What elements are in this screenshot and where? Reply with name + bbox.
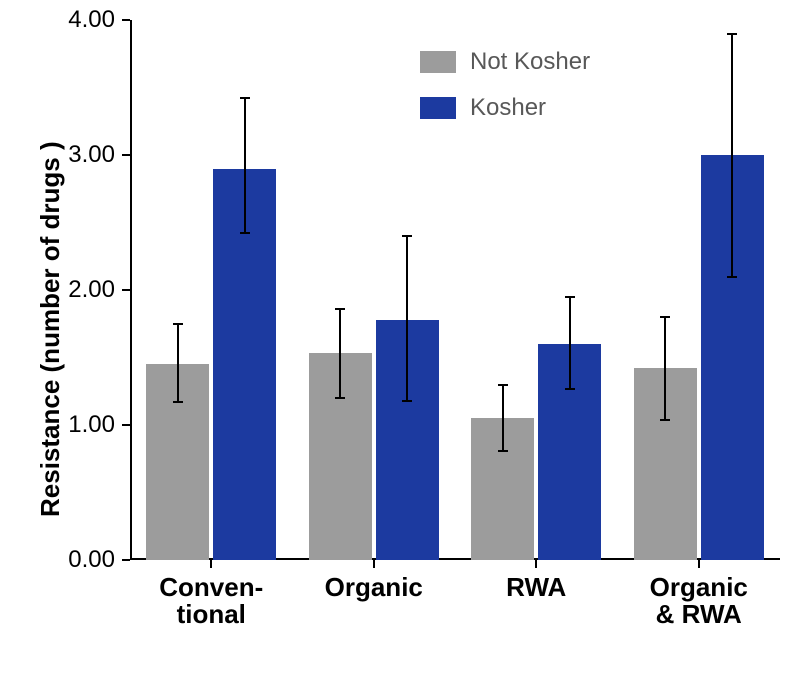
y-axis-label: Resistance (number of drugs ) xyxy=(35,141,66,517)
error-bar xyxy=(502,385,504,451)
x-tick xyxy=(698,560,700,568)
error-cap xyxy=(498,384,508,386)
x-tick-label: Organic xyxy=(293,574,456,601)
legend-label: Not Kosher xyxy=(470,48,590,76)
y-tick-label: 0.00 xyxy=(55,546,115,574)
legend-label: Kosher xyxy=(470,94,546,122)
y-tick xyxy=(122,154,130,156)
error-bar xyxy=(244,98,246,233)
error-bar xyxy=(177,324,179,402)
x-tick-label: Organic & RWA xyxy=(618,574,781,629)
legend-item: Not Kosher xyxy=(420,48,590,76)
error-cap xyxy=(173,323,183,325)
legend-swatch xyxy=(420,97,456,119)
error-cap xyxy=(335,308,345,310)
x-tick-label: RWA xyxy=(455,574,618,601)
error-cap xyxy=(173,401,183,403)
error-bar xyxy=(569,297,571,389)
error-cap xyxy=(727,276,737,278)
error-cap xyxy=(335,397,345,399)
error-cap xyxy=(240,232,250,234)
error-cap xyxy=(402,235,412,237)
error-cap xyxy=(498,450,508,452)
error-bar xyxy=(339,309,341,398)
y-tick xyxy=(122,559,130,561)
chart: 0.001.002.003.004.00Conven- tionalOrgani… xyxy=(0,0,806,675)
y-tick xyxy=(122,424,130,426)
y-tick-label: 4.00 xyxy=(55,6,115,34)
error-cap xyxy=(402,400,412,402)
legend: Not Kosher Kosher xyxy=(420,48,590,140)
error-cap xyxy=(727,33,737,35)
error-cap xyxy=(660,419,670,421)
x-tick-label: Conven- tional xyxy=(130,574,293,629)
legend-swatch xyxy=(420,51,456,73)
error-bar xyxy=(731,34,733,277)
y-axis xyxy=(130,20,132,560)
y-tick xyxy=(122,19,130,21)
error-bar xyxy=(664,317,666,420)
x-tick xyxy=(535,560,537,568)
x-tick xyxy=(210,560,212,568)
error-cap xyxy=(565,388,575,390)
error-cap xyxy=(240,97,250,99)
error-cap xyxy=(660,316,670,318)
y-tick xyxy=(122,289,130,291)
error-bar xyxy=(406,236,408,401)
error-cap xyxy=(565,296,575,298)
legend-item: Kosher xyxy=(420,94,590,122)
x-tick xyxy=(373,560,375,568)
